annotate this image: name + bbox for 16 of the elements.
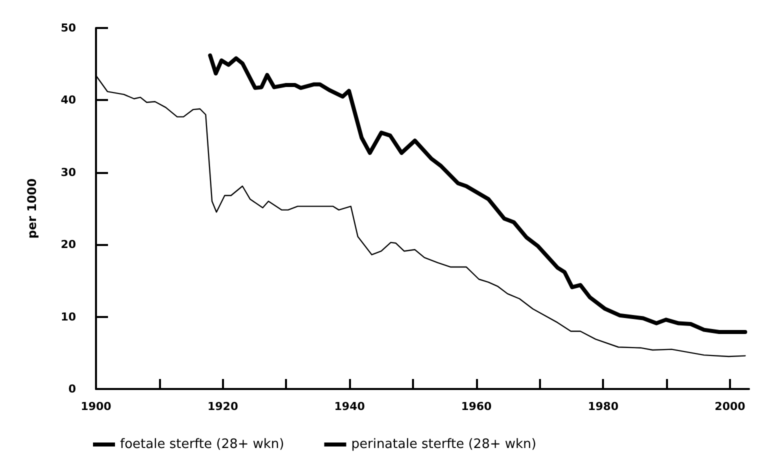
y-tick-label: 0 <box>68 382 76 396</box>
legend-label: perinatale sterfte (28+ wkn) <box>351 437 536 452</box>
y-tick-label: 40 <box>60 94 76 107</box>
line-series <box>208 53 748 334</box>
x-tick-label: 2000 <box>714 400 746 413</box>
y-axis-title: per 1000 <box>25 178 39 239</box>
x-tick-label: 1920 <box>207 400 238 413</box>
y-tick-label: 30 <box>60 166 76 179</box>
y-tick-label: 50 <box>60 22 76 34</box>
legend-label: foetale sterfte (28+ wkn) <box>120 437 284 452</box>
y-tick-label: 20 <box>60 238 76 252</box>
y-tick-label: 10 <box>60 310 76 324</box>
x-tick-label: 1980 <box>588 400 619 413</box>
x-tick-label: 1940 <box>334 400 366 413</box>
x-tick-label: 1900 <box>80 400 112 413</box>
x-tick-label: 1960 <box>461 400 492 413</box>
